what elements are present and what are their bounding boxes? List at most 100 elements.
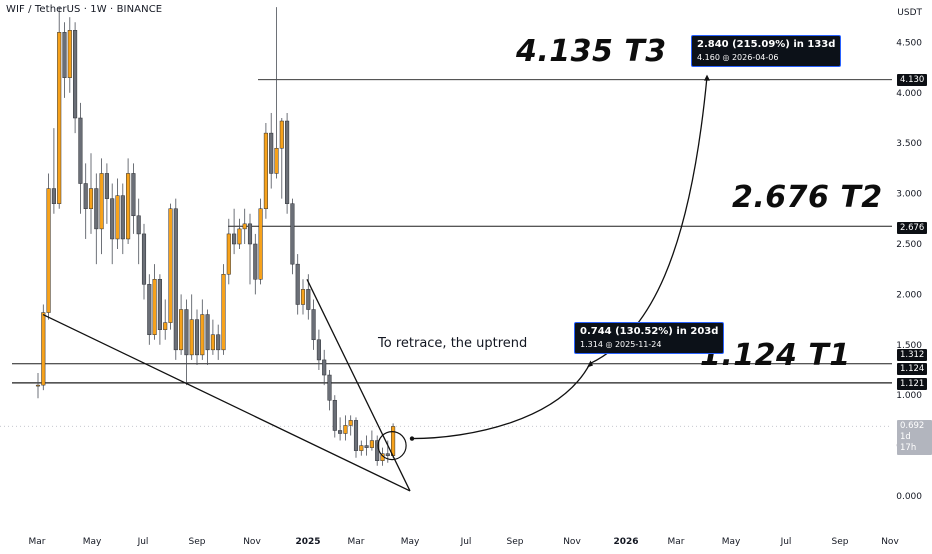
candle — [279, 120, 284, 149]
falling-wedge-lower-line — [42, 313, 411, 492]
candle — [35, 384, 41, 387]
x-tick-label: Mar — [668, 537, 685, 547]
target-t1-label: 1.124 T1 — [700, 338, 851, 373]
bar-countdown: 1d 17h — [900, 432, 917, 453]
y-tick-label: 4.000 — [896, 89, 922, 99]
candle — [88, 188, 94, 209]
candle — [311, 309, 316, 341]
candle — [359, 445, 364, 451]
candle — [391, 426, 396, 456]
x-tick-label: Mar — [29, 537, 46, 547]
projection-bubble-2[interactable]: 2.840 (215.09%) in 133d 4.160 ◎ 2026-04-… — [691, 35, 842, 67]
x-tick-label: Nov — [563, 537, 581, 547]
candle — [263, 132, 268, 209]
candle — [221, 273, 226, 351]
symbol-header[interactable]: WIF / TetherUS · 1W · BINANCE — [6, 4, 163, 15]
candle — [210, 334, 215, 351]
candle — [179, 309, 184, 351]
target-t3-label: 4.135 T3 — [516, 34, 667, 69]
candle — [348, 420, 353, 426]
price-tag-1121: 1.121 — [897, 378, 928, 390]
candle — [285, 120, 290, 204]
candle — [327, 374, 332, 401]
retrace-note: To retrace, the uptrend — [378, 336, 528, 351]
price-tag-1312: 1.312 — [897, 349, 928, 361]
candle — [295, 263, 300, 305]
candle — [247, 223, 253, 245]
candle — [173, 208, 178, 351]
price-tag-1124: 1.124 — [897, 363, 928, 375]
candle — [78, 117, 83, 184]
x-tick-label: 2025 — [295, 537, 320, 547]
y-tick-label: 1.000 — [896, 391, 922, 401]
candle — [364, 445, 369, 448]
x-tick-label: Jul — [137, 537, 149, 547]
candle — [306, 289, 311, 310]
candle — [131, 173, 136, 217]
x-tick-label: 2026 — [613, 537, 638, 547]
candle — [41, 312, 46, 386]
candle — [94, 188, 99, 230]
candle — [73, 30, 78, 119]
candle — [126, 173, 131, 240]
x-tick-label: Jul — [780, 537, 792, 547]
x-tick-label: May — [83, 537, 102, 547]
candle — [62, 32, 67, 78]
candle — [67, 30, 72, 78]
candle — [104, 173, 109, 199]
candle — [332, 399, 337, 431]
projection-bubble-1[interactable]: 0.744 (130.52%) in 203d 1.314 ◎ 2025-11-… — [574, 322, 725, 354]
candle — [147, 284, 152, 335]
candle — [343, 425, 348, 434]
falling-wedge-upper-line — [306, 278, 411, 492]
candle — [136, 215, 141, 235]
x-tick-label: May — [722, 537, 741, 547]
candle — [353, 420, 359, 451]
candle — [205, 314, 210, 351]
currency-label: USDT — [897, 8, 922, 18]
y-tick-label: 0.000 — [896, 492, 922, 502]
candle — [194, 319, 200, 356]
candle — [232, 233, 237, 245]
projection-arrowhead-1 — [587, 360, 593, 368]
projection-start-dot — [409, 436, 415, 441]
projection-1-target: 1.314 ◎ 2025-11-24 — [580, 340, 662, 349]
y-tick-label: 2.500 — [896, 240, 922, 250]
candle — [200, 314, 205, 356]
candle — [184, 309, 189, 356]
x-tick-label: Sep — [189, 537, 206, 547]
breakout-circle — [377, 431, 407, 461]
candle — [316, 339, 321, 361]
candle — [290, 203, 295, 265]
candle — [242, 223, 247, 230]
x-tick-label: Mar — [348, 537, 365, 547]
projection-2-change: 2.840 (215.09%) in 133d — [697, 39, 836, 50]
target-t2-label: 2.676 T2 — [732, 180, 883, 215]
candle — [338, 430, 343, 434]
y-tick-label: 3.000 — [896, 190, 922, 200]
candle — [157, 279, 162, 330]
candle — [46, 188, 51, 313]
candle — [322, 359, 327, 376]
candle — [51, 188, 56, 204]
x-tick-label: Nov — [881, 537, 899, 547]
candle — [369, 440, 374, 448]
x-tick-label: Sep — [507, 537, 524, 547]
candle — [216, 334, 221, 351]
y-tick-label: 3.500 — [896, 139, 922, 149]
y-tick-label: 1.500 — [896, 341, 922, 351]
x-tick-label: Sep — [832, 537, 849, 547]
x-tick-label: Jul — [460, 537, 472, 547]
y-tick-label: 2.000 — [896, 290, 922, 300]
candle — [300, 289, 306, 305]
candle — [163, 322, 168, 330]
candle — [141, 233, 147, 285]
projection-1-change: 0.744 (130.52%) in 203d — [580, 326, 719, 337]
price-tag-4130: 4.130 — [897, 74, 928, 86]
candle — [237, 228, 242, 245]
projection-curve-2 — [589, 76, 708, 365]
candle — [152, 279, 157, 335]
current-price-tag: 0.692 1d 17h — [897, 420, 932, 455]
